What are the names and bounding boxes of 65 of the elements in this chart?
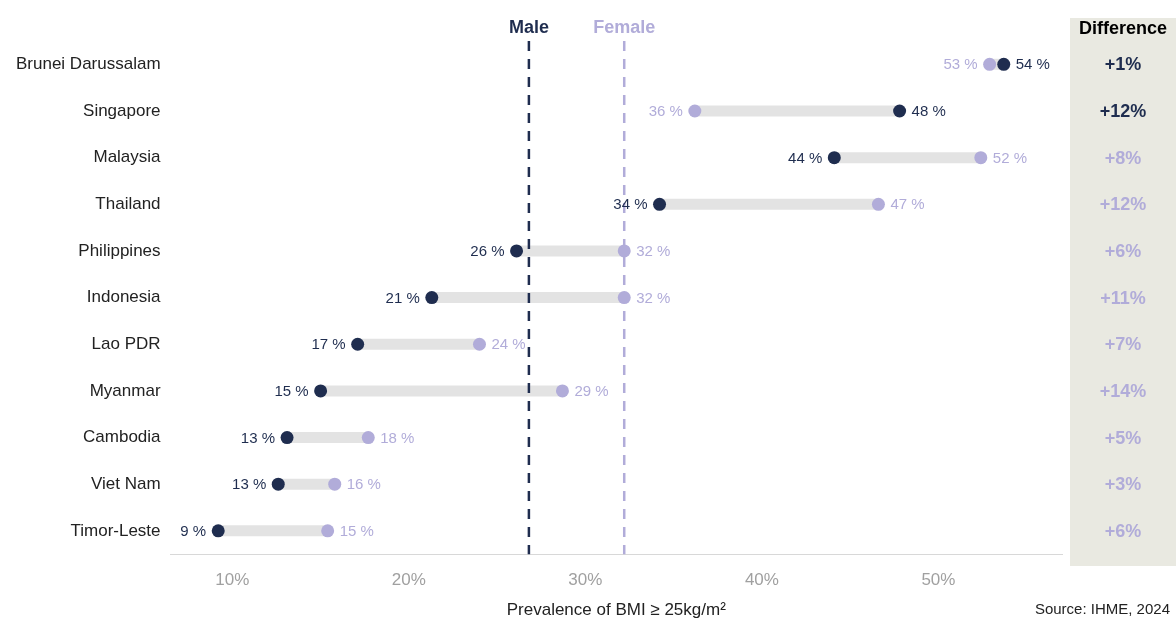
x-tick-label: 10% [215,570,250,590]
data-label: 16 % [346,475,381,493]
data-label: 24 % [491,335,526,353]
x-tick-label: 20% [391,570,426,590]
point [688,104,702,118]
data-label: 15 % [274,382,309,400]
data-label: 47 % [890,195,925,213]
y-tick-label: Timor-Leste [70,520,161,540]
text: Female [593,16,656,37]
point [510,244,524,258]
x-tick-label: 30% [568,570,603,590]
data-label: 32 % [636,242,671,260]
data-label: 13 % [232,475,267,493]
data-label: 54 % [1015,55,1050,73]
data-label: 9 % [180,522,207,540]
data-label: 29 % [574,382,609,400]
y-tick-label: Myanmar [89,380,161,400]
text: Male [508,16,549,37]
source-note: Source: IHME, 2024 [1034,600,1170,617]
y-tick-label: Malaysia [93,147,162,167]
point [361,431,375,445]
y-tick-label: Thailand [95,193,161,213]
data-label: 53 % [943,55,978,73]
y-tick-label: Cambodia [83,427,162,447]
point [997,57,1011,71]
data-label: 21 % [385,288,420,306]
point [871,197,885,211]
point [351,337,365,351]
point [321,524,335,538]
point [425,291,439,305]
y-tick-label: Philippines [78,240,161,260]
data-label: 13 % [240,428,276,446]
data-label: 48 % [911,102,946,120]
point [653,197,667,211]
data-label: 26 % [470,242,505,260]
y-tick-label: Viet Nam [90,473,161,493]
point [983,57,997,71]
x-tick-label: 40% [744,570,779,590]
data-label: 44 % [788,148,823,166]
text: Difference [1078,18,1168,39]
point [271,477,285,491]
data-label: 15 % [339,522,374,540]
data-label: 32 % [636,288,671,306]
y-tick-label: Indonesia [86,287,162,307]
point [974,151,988,165]
point [328,477,342,491]
y-tick-label: Singapore [83,100,161,120]
y-tick-label: Lao PDR [91,333,161,353]
point [472,337,486,351]
data-label: 17 % [311,335,346,353]
point [211,524,225,538]
x-axis-title: Prevalence of BMI ≥ 25kg/m² [506,600,727,620]
y-tick-label: Brunei Darussalam [16,54,161,74]
data-label: 52 % [992,148,1027,166]
x-tick-label: 50% [921,570,956,590]
point [893,104,907,118]
point [555,384,569,398]
data-label: 34 % [613,195,648,213]
point [280,431,294,445]
data-label: 18 % [380,428,415,446]
point [617,291,631,305]
data-label: 36 % [648,102,683,120]
point [314,384,328,398]
point [827,151,841,165]
point [617,244,631,258]
